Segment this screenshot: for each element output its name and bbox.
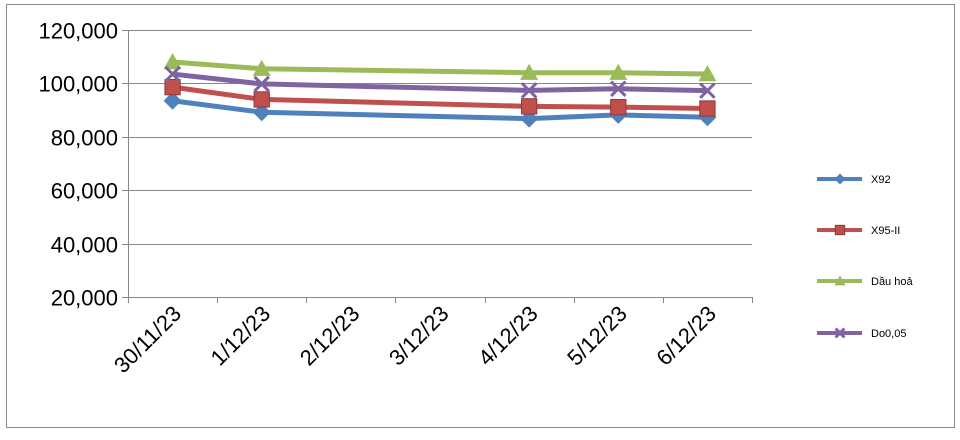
axes [122,30,753,303]
legend-label: X95-II [871,225,900,237]
data-point-square [699,100,716,117]
legend-item: X92 [817,173,891,186]
data-point-square [834,224,846,236]
data-point-triangle [252,59,271,76]
legend-item: Do0,05 [817,327,906,340]
data-point-triangle [163,53,182,70]
marker-stroke [699,82,716,99]
legend: X92 X95-II Dầu hoả Do0,05 [817,173,913,340]
data-point-x [520,82,538,99]
data-point-square [520,98,538,115]
series-lines [163,53,717,128]
data-point-x [164,65,181,83]
data-point-x [834,327,846,339]
marker-stroke [253,75,270,93]
legend-item: Dầu hoả [817,275,913,288]
legend-label: Dầu hoả [871,276,913,288]
legend-label: Do0,05 [871,328,906,340]
marker-stroke [610,80,627,98]
data-point-x [253,75,270,93]
data-point-triangle [520,63,539,80]
data-point-triangle [698,65,717,82]
legend-item: X95-II [817,224,900,237]
data-point-x [610,80,627,98]
data-point-square [253,91,270,108]
data-point-square [610,99,627,116]
marker-stroke [164,65,181,83]
y-tick-label: 120,000 [38,19,118,44]
data-point-x [699,82,716,99]
legend-label: X92 [871,174,891,186]
y-tick-label: 60,000 [51,179,118,204]
data-point-diamond [834,173,846,185]
data-point-triangle [609,63,628,80]
y-tick-label: 40,000 [51,233,118,258]
chart-border [6,4,955,428]
data-point-triangle [834,275,846,286]
y-tick-label: 80,000 [51,126,118,151]
marker-stroke [520,82,538,99]
data-point-diamond [252,103,271,122]
y-tick-label: 20,000 [51,286,118,311]
marker-stroke [834,327,846,339]
y-tick-label: 100,000 [38,72,118,97]
data-point-square [164,78,181,96]
data-point-diamond [163,91,182,110]
